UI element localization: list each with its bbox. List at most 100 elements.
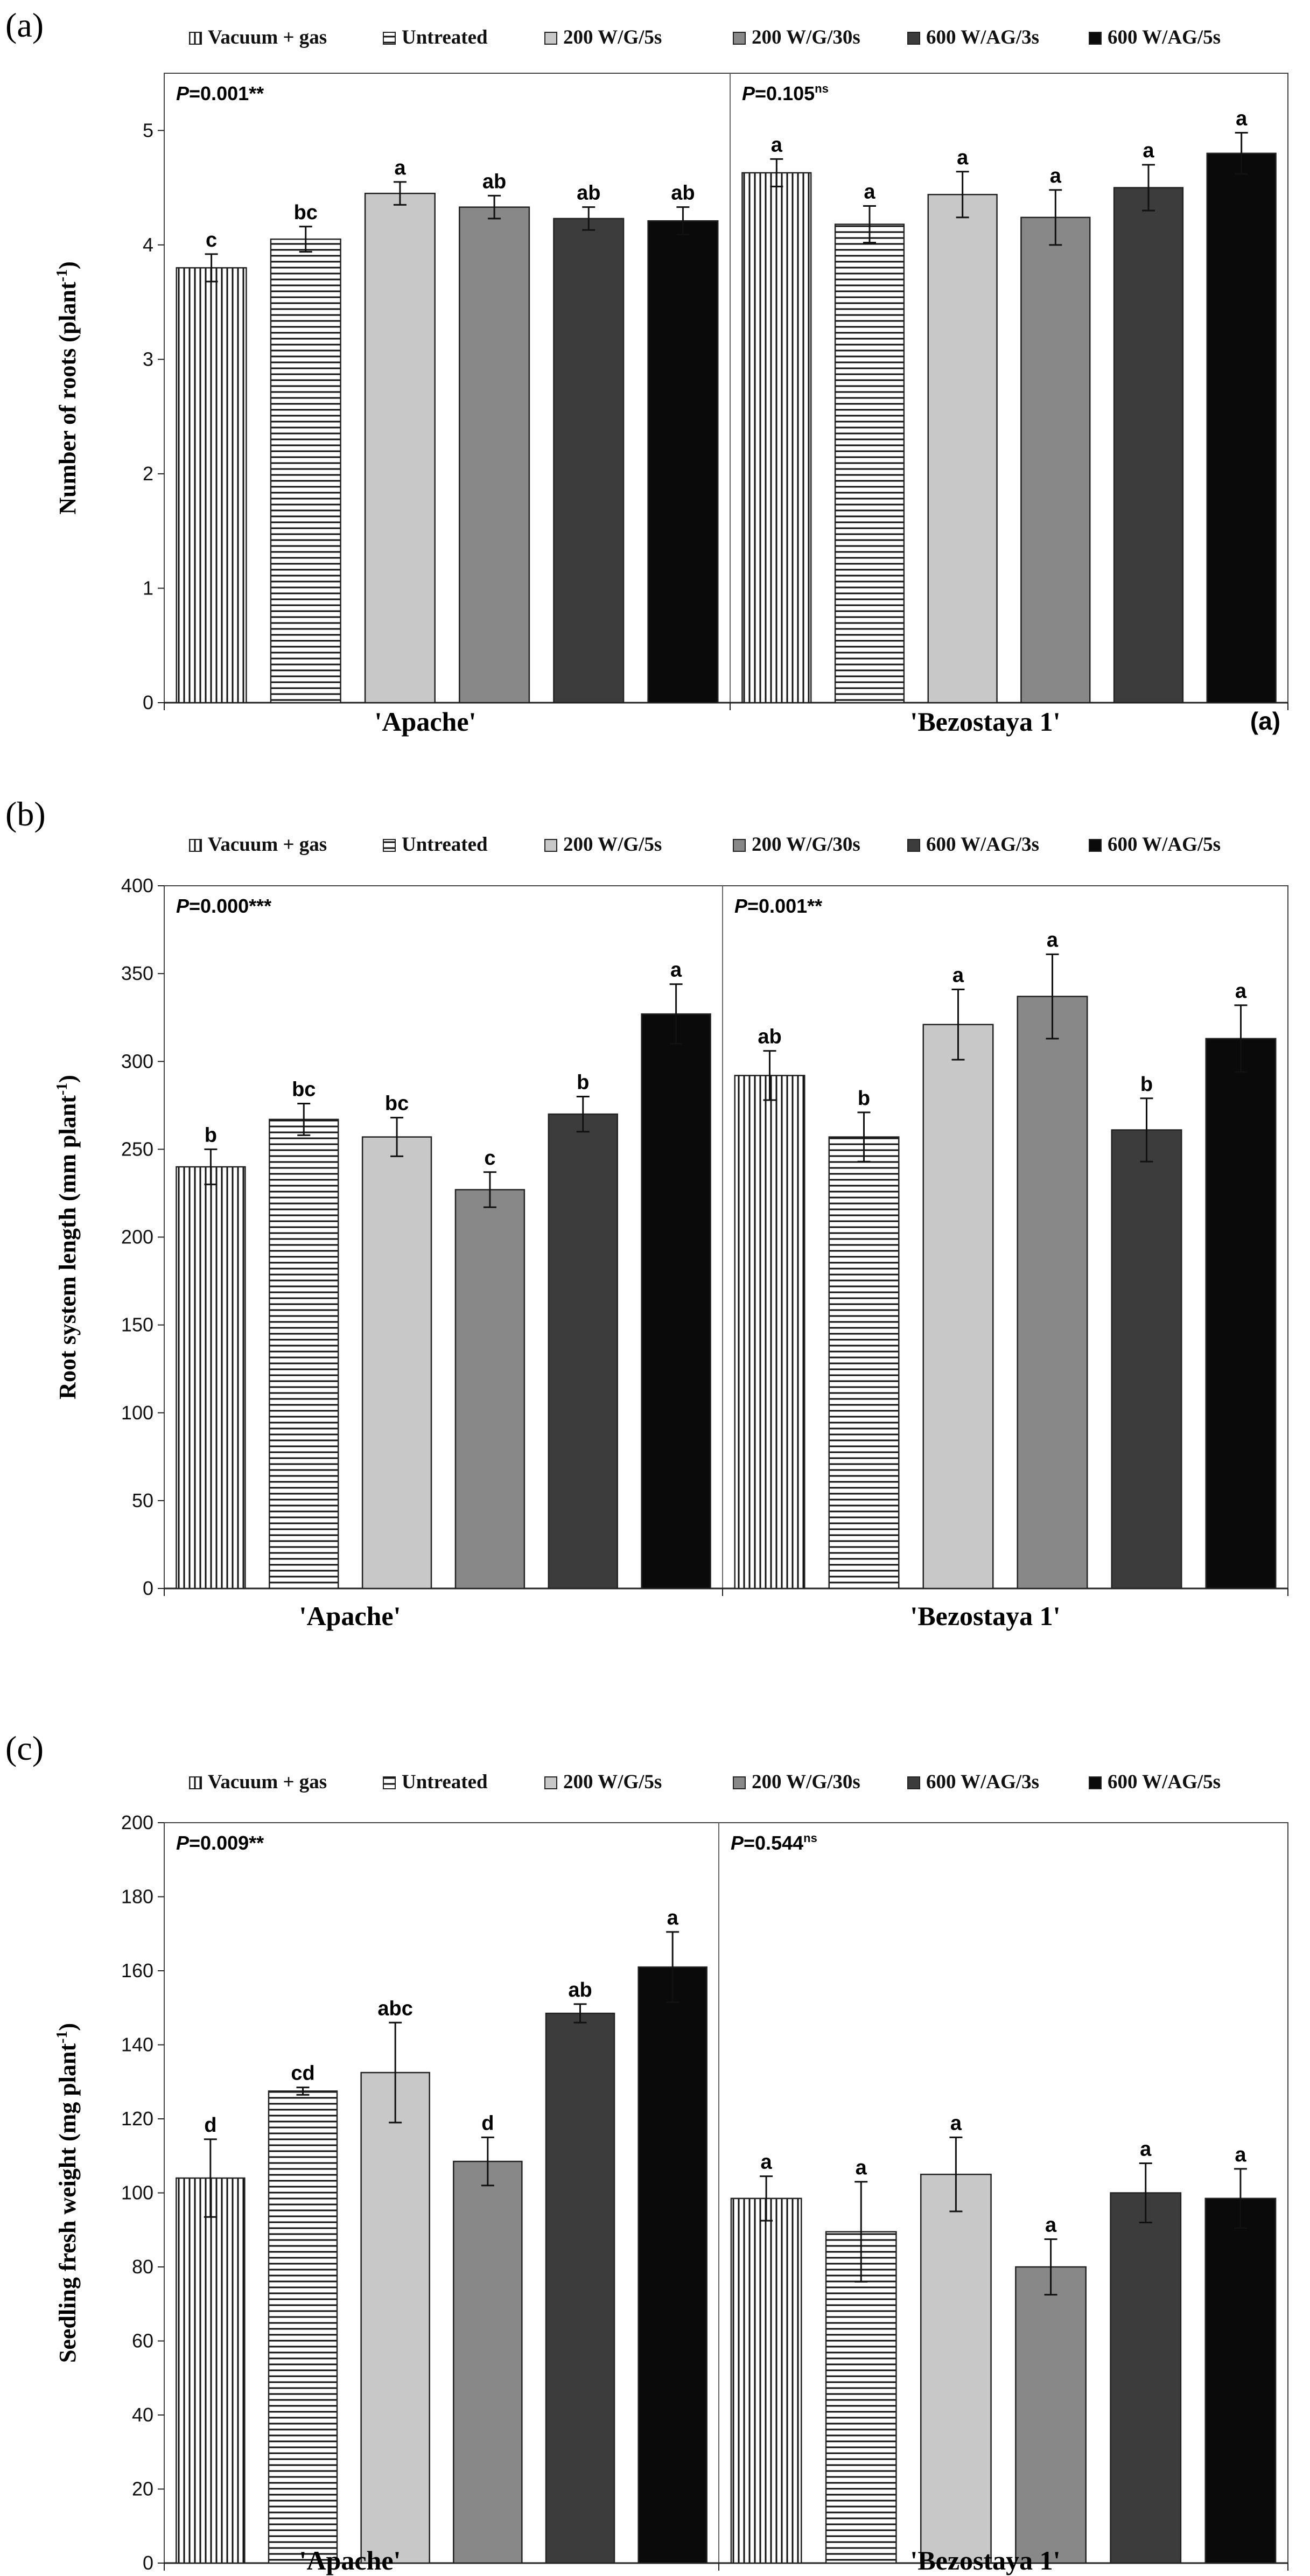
legend-label: 200 W/G/30s: [752, 1771, 860, 1793]
significance-letter: a: [1235, 2144, 1246, 2166]
panel-label: (c): [5, 1729, 44, 1767]
legend-label: 600 W/AG/3s: [926, 26, 1039, 48]
bar: [922, 1024, 994, 1590]
significance-letter: bc: [294, 201, 318, 224]
significance-letter: a: [771, 134, 783, 156]
bar: [1204, 2197, 1277, 2564]
bar: [454, 1189, 526, 1590]
bar: [1110, 2192, 1182, 2564]
legend-label: Vacuum + gas: [208, 26, 327, 48]
group-category-label: 'Bezostaya 1': [910, 2545, 1060, 2575]
legend: Vacuum + gas Untreated 200 W/G/5s 200 W/G/3…: [189, 834, 1221, 856]
bar: [176, 1166, 246, 1590]
significance-letter: d: [204, 2114, 216, 2137]
legend-swatch: [544, 839, 557, 852]
significance-letter: cd: [291, 2062, 314, 2085]
legend-label: 200 W/G/5s: [563, 834, 662, 856]
legend-label: Vacuum + gas: [208, 834, 327, 856]
bar: [548, 1113, 618, 1590]
bar: [1205, 1038, 1277, 1590]
bar: [828, 1136, 900, 1590]
y-tick-label: 100: [121, 1402, 153, 1424]
group-category-label: 'Apache': [299, 1601, 401, 1631]
significance-letter: a: [1045, 2214, 1057, 2236]
y-tick-label: 3: [143, 348, 153, 370]
p-value-label: P=0.105ns: [742, 82, 829, 104]
y-tick-label: 250: [121, 1138, 153, 1160]
significance-letter: ab: [758, 1026, 781, 1048]
bar: [647, 220, 719, 704]
bar: [176, 2177, 246, 2564]
legend-label: Untreated: [402, 26, 488, 48]
panel-label: (b): [5, 795, 46, 833]
significance-letter: a: [761, 2151, 773, 2174]
legend-swatch: [383, 839, 396, 852]
legend-label: Untreated: [402, 1771, 488, 1793]
y-axis-label-end: ): [54, 1075, 81, 1083]
significance-letter: b: [1140, 1073, 1153, 1096]
legend-label: 200 W/G/30s: [752, 26, 860, 48]
significance-letter: b: [577, 1072, 589, 1094]
legend-label: 600 W/AG/5s: [1108, 26, 1221, 48]
bar: [741, 172, 812, 704]
significance-letter: a: [957, 146, 969, 169]
bar: [270, 238, 341, 704]
bar: [459, 206, 530, 704]
legend-swatch: [189, 839, 202, 852]
y-tick-label: 1: [143, 577, 153, 599]
bar: [641, 1013, 711, 1590]
bar: [927, 194, 998, 704]
significance-letter: a: [1050, 165, 1062, 187]
y-axis-label: Root system length (mm plant-1): [54, 1075, 81, 1399]
bar: [730, 2197, 802, 2564]
group-category-label: 'Bezostaya 1': [910, 1601, 1060, 1631]
legend: Vacuum + gas Untreated 200 W/G/5s 200 W/G/3…: [189, 26, 1221, 48]
significance-letter: a: [1140, 2138, 1152, 2161]
significance-letter: c: [484, 1147, 495, 1170]
p-value-number: =0.544: [744, 1832, 803, 1854]
legend-label: 200 W/G/5s: [563, 1771, 662, 1793]
significance-letter: a: [667, 1907, 679, 1929]
significance-letter: d: [481, 2112, 494, 2134]
chart-panel-2: (c) Vacuum + gas Untreated 200 W/G/5s 200 W/…: [5, 1729, 1288, 2575]
y-tick-label: 0: [143, 2552, 153, 2574]
y-axis-label: Seedling fresh weight (mg plant-1): [54, 2023, 81, 2363]
legend-label: 600 W/AG/5s: [1108, 834, 1221, 856]
y-tick-label: 20: [132, 2478, 153, 2500]
legend-label: 200 W/G/30s: [752, 834, 860, 856]
significance-letter: b: [858, 1087, 870, 1110]
p-value-significance: ns: [803, 1831, 817, 1845]
bar: [1020, 216, 1091, 704]
bar: [269, 1118, 339, 1590]
legend-swatch: [907, 32, 920, 45]
p-value-number: =0.001**: [189, 82, 264, 104]
bar: [1015, 2266, 1087, 2564]
bar: [825, 2231, 897, 2564]
y-tick-label: 4: [143, 234, 153, 256]
significance-letter: a: [864, 181, 875, 204]
significance-letter: ab: [482, 170, 506, 193]
bar: [176, 267, 247, 704]
p-value-symbol: P: [734, 895, 748, 917]
bar: [1206, 152, 1277, 704]
y-axis-label-main: Seedling fresh weight (mg plant: [54, 2043, 81, 2363]
p-value-symbol: P: [742, 82, 755, 104]
y-tick-label: 80: [132, 2256, 153, 2278]
significance-letter: b: [205, 1124, 217, 1146]
group-category-label: 'Apache': [375, 706, 477, 737]
legend-label: 600 W/AG/3s: [926, 1771, 1039, 1793]
y-tick-label: 180: [121, 1886, 153, 1908]
y-axis-label-end: ): [54, 261, 81, 269]
legend-swatch: [733, 839, 746, 852]
legend-label: Untreated: [402, 834, 488, 856]
p-value-number: =0.001**: [747, 895, 822, 917]
significance-letter: bc: [292, 1079, 316, 1101]
y-tick-label: 300: [121, 1050, 153, 1072]
p-value-number: =0.009**: [189, 1832, 264, 1854]
bar: [553, 218, 625, 704]
legend-swatch: [544, 1776, 557, 1789]
y-tick-label: 200: [121, 1226, 153, 1248]
y-tick-label: 400: [121, 874, 153, 897]
y-tick-label: 0: [143, 691, 153, 713]
